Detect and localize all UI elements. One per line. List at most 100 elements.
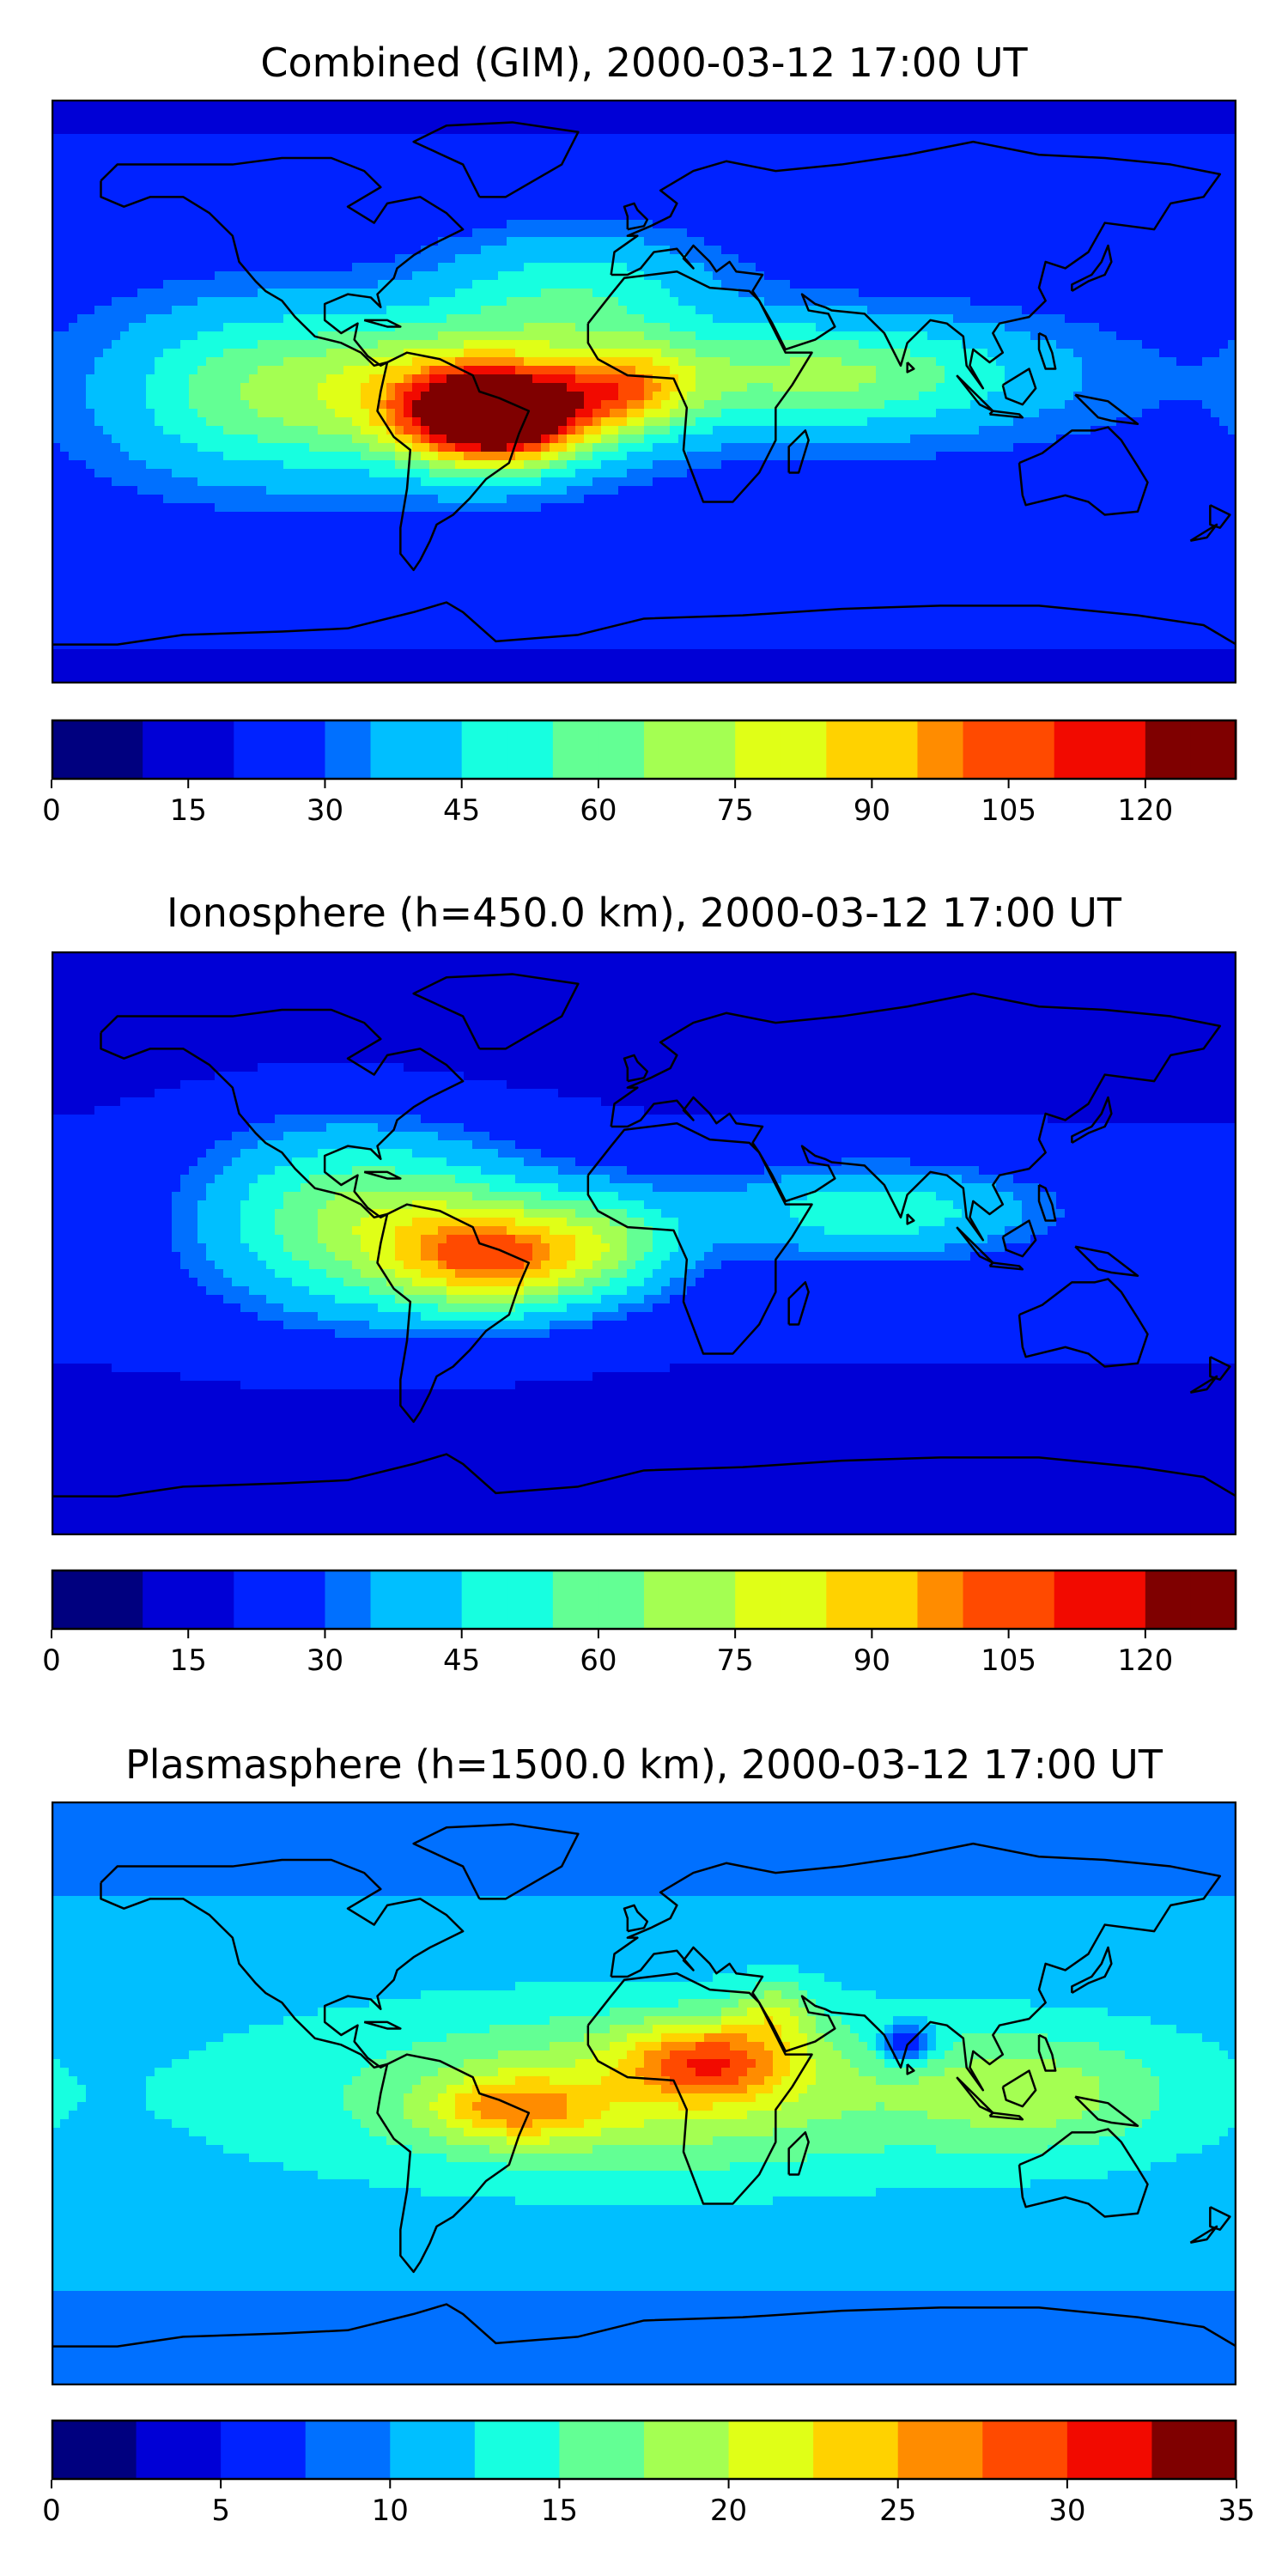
coastline [906,361,915,374]
colorbar-swatch [690,720,736,780]
coastline [787,1281,810,1326]
colorbar-tick-label: 90 [854,793,890,828]
colorbar-swatch [728,2420,814,2480]
colorbar-tick-label: 105 [981,1643,1036,1678]
panel-title-plasmasphere: Plasmasphere (h=1500.0 km), 2000-03-12 1… [0,1741,1288,1788]
colorbar-tick-label: 5 [211,2494,230,2528]
coastline [52,1453,1236,1498]
colorbar-swatch [390,2420,476,2480]
colorbar-swatch [1008,1570,1055,1630]
colorbar-swatch [917,720,964,780]
colorbar-swatch [963,1570,1010,1630]
coastline [1209,504,1231,529]
colorbar-tick-label: 30 [307,793,343,828]
coastline [1071,244,1113,292]
colorbar-swatch [188,1570,234,1630]
coastline [906,2063,915,2075]
colorbar-swatch [598,720,645,780]
colorbar-swatch [963,720,1010,780]
colorbar-swatch [1008,720,1055,780]
panel-title-ionosphere: Ionosphere (h=450.0 km), 2000-03-12 17:0… [0,890,1288,936]
colorbar-swatch [370,720,417,780]
colorbar-tick-label: 60 [580,1643,617,1678]
coastline [586,270,813,503]
colorbar-swatch [416,720,463,780]
coastline [52,2303,1236,2348]
coastlines [52,1823,1236,2348]
coastline [412,1823,580,1900]
coastline [1209,1356,1231,1381]
panel-title-combined: Combined (GIM), 2000-03-12 17:00 UT [0,39,1288,86]
field-cells [52,951,1236,1535]
colorbar-tick-label: 120 [1117,1643,1173,1678]
colorbar-tick-label: 15 [170,1643,207,1678]
coastlines [52,121,1236,646]
colorbar-swatch [97,720,143,780]
colorbar-swatch [279,720,325,780]
coastline [1189,1375,1218,1394]
colorbar-tick-label: 20 [710,2494,747,2528]
colorbar-swatch [52,720,98,780]
colorbar-swatch [644,1570,690,1630]
colorbar-swatch [897,2420,983,2480]
colorbar-swatch [507,720,554,780]
coastline [787,429,810,474]
coastline [1074,2095,1139,2128]
colorbar-tick-label: 30 [1048,2494,1085,2528]
colorbar-swatch [1145,720,1192,780]
coastline [1018,2128,1149,2218]
colorbar-swatch [370,1570,417,1630]
colorbar-swatch [325,720,372,780]
colorbar-tick-label: 35 [1218,2494,1255,2528]
colorbar-swatch [781,1570,827,1630]
colorbar-ionosphere [51,1569,1237,1638]
colorbar-tick-label: 75 [717,1643,754,1678]
coastline [100,156,465,368]
coastline [1037,1183,1057,1222]
colorbar-swatch [872,720,918,780]
colorbar-swatch [735,1570,781,1630]
coastlines [52,973,1236,1498]
colorbar-swatch [826,1570,872,1630]
colorbar-swatch [982,2420,1068,2480]
colorbar-frame [51,719,1237,781]
map-plasmasphere [52,1801,1236,2385]
colorbar-tick-label: 105 [981,793,1036,828]
colorbar-tick-label: 75 [717,793,754,828]
coastline [1018,426,1149,516]
colorbar-swatch [136,2420,222,2480]
colorbar-swatch [325,1570,372,1630]
coastline [1001,368,1037,406]
colorbar-swatch [279,1570,325,1630]
coastline [610,1842,1222,2092]
coastline [906,1213,915,1225]
field-cells [52,100,1236,683]
map-frame [52,951,1236,1535]
colorbar-tick-label: 60 [580,793,617,828]
coastline [1209,2206,1231,2231]
coastline [363,319,402,328]
colorbar-tick-label: 15 [170,793,207,828]
coastline [363,1170,402,1180]
coastline [376,1203,531,1424]
colorbar-swatch [143,1570,189,1630]
colorbar-swatch [781,720,827,780]
coastline [787,2131,810,2176]
coastline [363,2020,402,2030]
field-cells [52,1801,1236,2385]
coastline [100,1008,465,1219]
colorbar-tick-label: 25 [879,2494,916,2528]
colorbar-swatch [1099,1570,1146,1630]
colorbar-swatch [234,720,280,780]
coastline [610,140,1222,390]
colorbar-frame [51,2419,1237,2481]
colorbar-swatch [644,2420,730,2480]
colorbar-swatch [1054,1570,1101,1630]
coastline [1071,1946,1113,1994]
colorbar-tick-label: 15 [541,2494,578,2528]
colorbar-swatch [1099,720,1146,780]
coastline [610,992,1222,1242]
colorbar-plasmasphere [51,2419,1237,2488]
colorbar-swatch [690,1570,736,1630]
colorbar-swatch [461,1570,508,1630]
